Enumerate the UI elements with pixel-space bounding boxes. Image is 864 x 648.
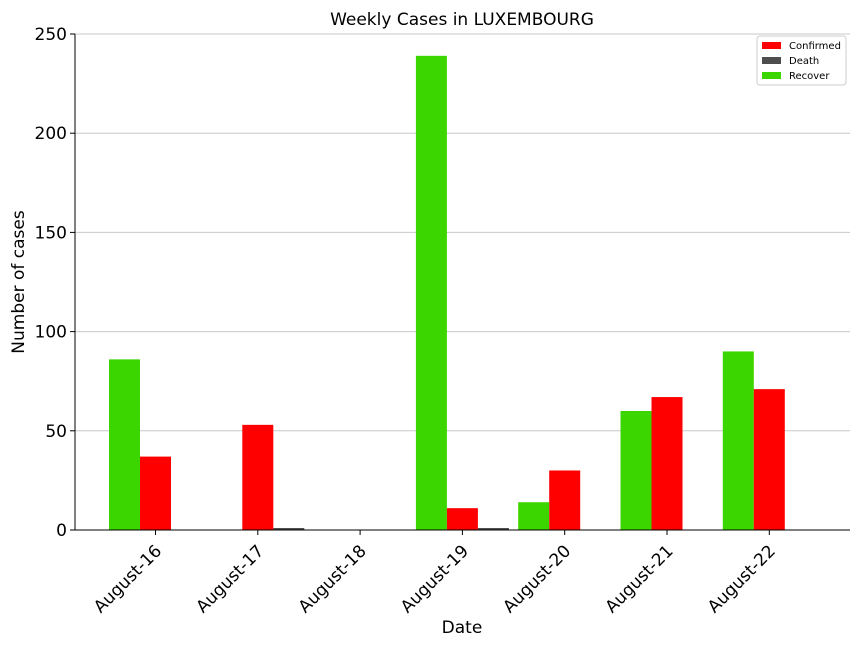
bar-recover-0 (109, 359, 140, 530)
x-tick-label: August-18 (295, 541, 371, 617)
bar-confirmed-5 (651, 397, 683, 530)
x-tick-label: August-21 (602, 541, 678, 617)
y-tick-label: 0 (56, 521, 67, 541)
x-tick-label: August-17 (192, 541, 268, 617)
legend-label-confirmed: Confirmed (789, 41, 841, 52)
y-tick-label: 100 (35, 323, 67, 343)
legend-label-death: Death (789, 56, 819, 67)
bar-recover-5 (620, 410, 652, 530)
legend-swatch-death (762, 57, 781, 64)
y-tick-label: 200 (35, 124, 67, 144)
bars (109, 55, 785, 530)
y-tick-label: 150 (35, 223, 67, 243)
bar-recover-4 (518, 502, 550, 530)
x-ticks: August-16 August-17 August-18 August-19 Augu… (90, 530, 780, 617)
bar-recover-3 (415, 55, 447, 530)
y-ticks: 0 50 100 150 200 250 (35, 25, 75, 541)
bar-confirmed-1 (242, 424, 274, 530)
x-tick-label: August-16 (90, 541, 166, 617)
bar-recover-6 (722, 351, 754, 530)
chart-title: Weekly Cases in LUXEMBOURG (330, 10, 594, 30)
y-axis-title: Number of cases (9, 210, 29, 354)
bar-confirmed-0 (140, 456, 171, 530)
bar-confirmed-6 (753, 389, 785, 530)
grid-lines (75, 33, 850, 432)
legend-label-recover: Recover (789, 71, 830, 82)
x-tick-label: August-19 (397, 541, 473, 617)
legend-swatch-confirmed (762, 42, 781, 49)
legend-swatch-recover (762, 72, 781, 79)
bar-confirmed-4 (549, 470, 581, 530)
x-tick-label: August-22 (704, 541, 780, 617)
y-tick-label: 250 (35, 25, 67, 45)
bar-death-1 (273, 528, 305, 530)
y-tick-label: 50 (45, 422, 67, 442)
x-tick-label: August-20 (499, 541, 575, 617)
bar-death-3 (477, 528, 509, 530)
bar-confirmed-3 (446, 508, 478, 530)
legend: Confirmed Death Recover (756, 35, 847, 86)
x-axis-title: Date (442, 618, 483, 638)
